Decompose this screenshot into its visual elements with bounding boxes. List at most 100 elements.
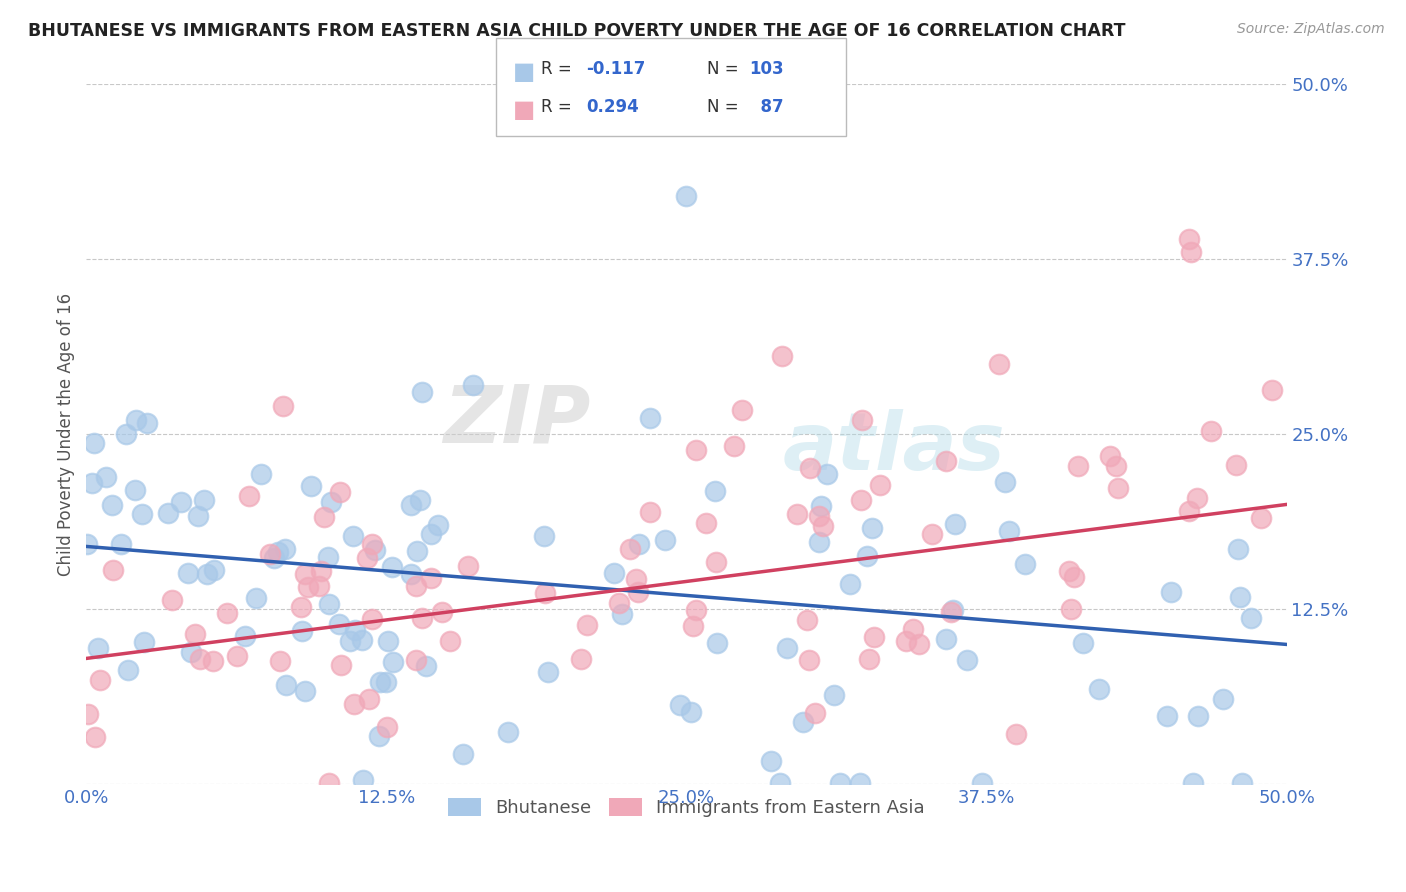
Point (318, 776, 340, 790)
Point (267, 544, 290, 558)
Point (100, 498, 122, 512)
Point (810, 499, 832, 513)
Point (851, 413, 873, 427)
Point (858, 652, 880, 666)
Point (654, 533, 676, 547)
Point (271, 400, 294, 414)
Point (576, 617, 599, 632)
Point (188, 652, 211, 666)
Point (855, 549, 877, 564)
Point (411, 385, 433, 400)
Point (908, 637, 931, 651)
Point (811, 518, 834, 533)
Point (202, 563, 225, 577)
Point (804, 706, 827, 721)
Point (1240, 611, 1263, 625)
Point (669, 698, 692, 712)
Point (375, 720, 398, 734)
Point (797, 653, 820, 667)
Point (193, 492, 215, 507)
Point (838, 577, 860, 591)
Point (1226, 542, 1249, 557)
Point (1057, 565, 1080, 579)
Point (368, 729, 391, 743)
Text: 103: 103 (749, 60, 785, 78)
Point (994, 475, 1017, 489)
Point (76, 537, 98, 551)
Point (103, 564, 125, 578)
Point (1005, 727, 1028, 741)
Point (823, 688, 845, 702)
Point (89, 673, 111, 688)
Point (675, 189, 697, 203)
Point (360, 612, 382, 626)
Point (80, 476, 103, 491)
Point (533, 529, 555, 543)
Point (640, 505, 662, 519)
Text: 0.294: 0.294 (586, 98, 640, 116)
Point (259, 547, 281, 561)
Point (849, 776, 872, 790)
Point (308, 578, 330, 592)
Point (537, 665, 560, 680)
Point (942, 603, 965, 617)
Point (136, 417, 159, 431)
Point (935, 454, 957, 468)
Point (792, 714, 814, 729)
Point (1212, 692, 1234, 706)
Point (1178, 232, 1201, 246)
Point (1187, 708, 1209, 723)
Point (316, 549, 339, 564)
Point (935, 632, 957, 647)
Point (364, 543, 387, 558)
Point (297, 580, 319, 594)
Point (638, 411, 661, 425)
Point (157, 506, 180, 520)
Point (294, 683, 316, 698)
Text: ■: ■ (513, 60, 536, 84)
Point (457, 559, 479, 574)
Text: ■: ■ (513, 98, 536, 122)
Text: R =: R = (541, 98, 572, 116)
Point (1071, 636, 1094, 650)
Point (496, 724, 519, 739)
Point (342, 528, 364, 542)
Point (419, 571, 441, 585)
Point (970, 776, 993, 790)
Point (1261, 383, 1284, 397)
Point (808, 509, 831, 524)
Text: BHUTANESE VS IMMIGRANTS FROM EASTERN ASIA CHILD POVERTY UNDER THE AGE OF 16 CORR: BHUTANESE VS IMMIGRANTS FROM EASTERN ASI… (28, 22, 1126, 40)
Point (1067, 459, 1090, 474)
Point (1105, 459, 1128, 474)
Point (269, 654, 291, 668)
Point (776, 640, 799, 655)
Point (1181, 776, 1204, 790)
Point (411, 611, 433, 625)
Point (759, 754, 782, 768)
Point (360, 537, 382, 551)
Point (124, 483, 146, 497)
Point (115, 427, 138, 442)
Point (352, 773, 374, 788)
Point (627, 585, 650, 599)
Text: -0.117: -0.117 (586, 60, 645, 78)
Text: N =: N = (707, 98, 738, 116)
Point (263, 550, 285, 565)
Point (849, 493, 872, 508)
Point (430, 605, 453, 619)
Point (290, 600, 312, 615)
Point (682, 618, 704, 632)
Point (828, 776, 851, 790)
Text: R =: R = (541, 60, 572, 78)
Point (796, 613, 818, 627)
Point (681, 705, 703, 719)
Point (405, 579, 427, 593)
Point (375, 675, 398, 690)
Point (626, 573, 648, 587)
Point (569, 652, 592, 666)
Point (1177, 504, 1199, 518)
Point (356, 551, 378, 566)
Point (110, 537, 132, 551)
Point (77, 706, 100, 721)
Point (381, 559, 404, 574)
